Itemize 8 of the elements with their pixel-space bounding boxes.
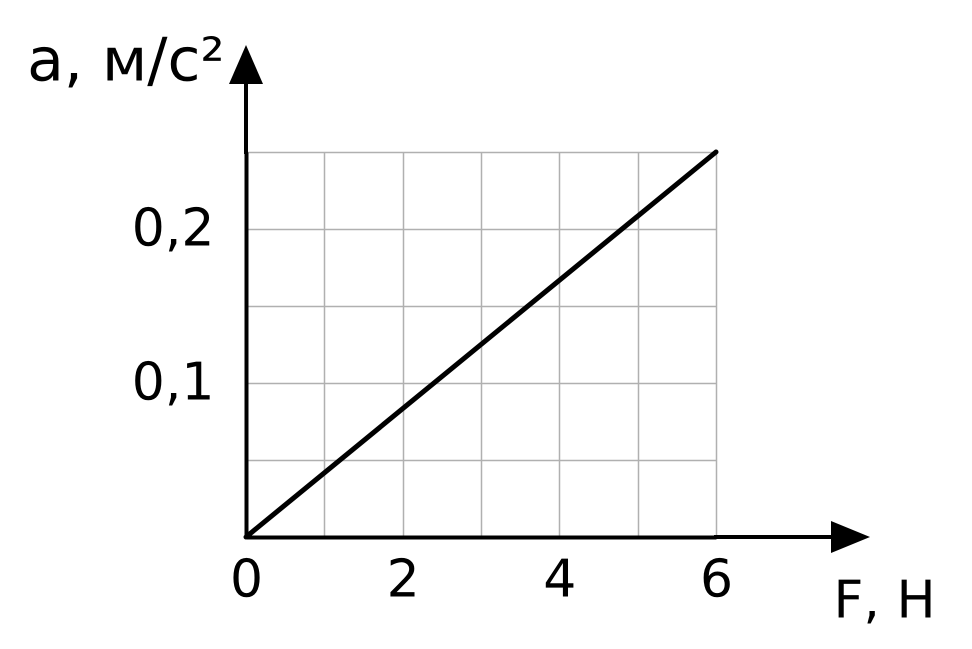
x-tick-label: 2 [386, 550, 420, 610]
x-tick-label: 6 [700, 550, 734, 610]
x-tick-label: 4 [543, 550, 576, 610]
y-tick-label: 0,1 [132, 352, 214, 412]
y-tick-label: 0,2 [132, 198, 214, 258]
x-tick-label: 0 [230, 550, 264, 610]
x-axis-title: F, Н [834, 570, 936, 630]
y-axis-title: a, м/с² [27, 26, 224, 96]
